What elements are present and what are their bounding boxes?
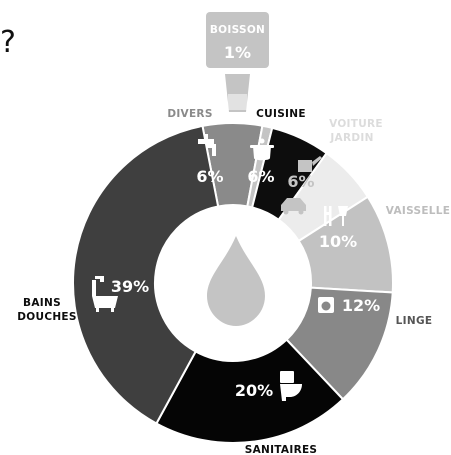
boisson-badge-shape — [206, 12, 269, 68]
car-icon — [281, 198, 306, 215]
percent-bains: 39% — [111, 277, 149, 296]
glass-icon — [225, 74, 250, 112]
slice-bains — [72, 124, 220, 425]
boisson-badge: BOISSON 1% — [206, 12, 269, 68]
percent-linge: 12% — [342, 296, 380, 315]
percent-divers: 6% — [196, 167, 223, 186]
boisson-label: BOISSON — [210, 24, 265, 36]
percent-cuisine: 6% — [247, 167, 274, 186]
donut-slices — [72, 122, 394, 444]
cutlery-icon — [324, 206, 348, 226]
category-labels: DIVERS CUISINE VOITURE JARDIN VAISSELLE … — [17, 108, 450, 455]
label-linge: LINGE — [396, 315, 433, 327]
question-mark: ? — [0, 25, 16, 60]
label-sanitaires: SANITAIRES — [245, 444, 318, 455]
slice-sanitaires — [155, 338, 345, 444]
water-drop-icon — [207, 236, 265, 326]
percent-vaisselle: 10% — [319, 232, 357, 251]
label-divers: DIVERS — [167, 108, 212, 120]
slice-icons — [92, 134, 348, 401]
faucet-icon — [198, 134, 216, 156]
label-jardin: JARDIN — [329, 132, 373, 144]
percent-sanitaires: 20% — [235, 381, 273, 400]
slice-percents: 6% 6% 6% 10% 12% 20% 39% — [111, 167, 380, 400]
boisson-percent: 1% — [224, 43, 251, 62]
label-vaisselle: VAISSELLE — [386, 205, 451, 217]
label-bains: BAINS — [23, 297, 61, 309]
watering-can-icon — [298, 156, 322, 172]
label-voiture: VOITURE — [329, 118, 383, 130]
label-douches: DOUCHES — [17, 311, 77, 323]
pot-icon — [250, 138, 274, 161]
percent-voiture: 6% — [287, 172, 314, 191]
label-cuisine: CUISINE — [256, 108, 306, 120]
toilet-icon — [280, 371, 302, 401]
washing-machine-icon — [318, 297, 334, 313]
bathtub-icon — [92, 276, 118, 312]
